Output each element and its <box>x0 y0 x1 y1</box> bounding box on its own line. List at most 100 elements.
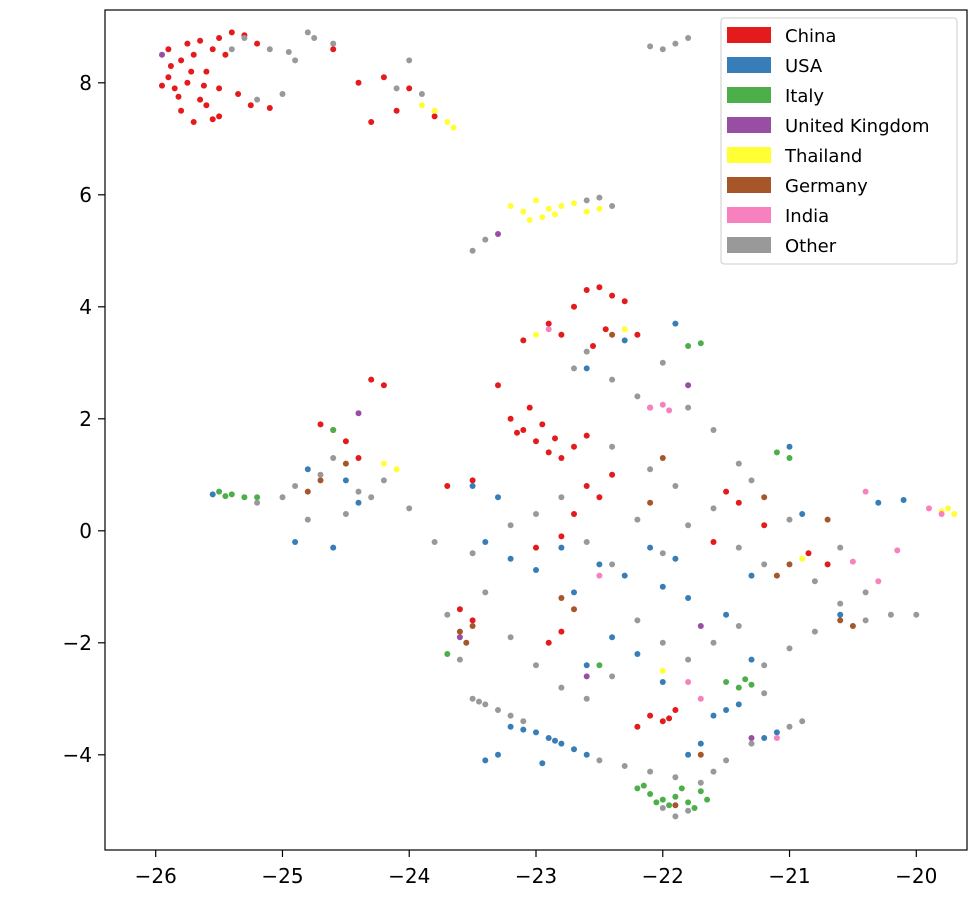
point-thailand-18 <box>393 466 400 473</box>
point-other-38 <box>583 539 590 545</box>
x-tick-label-0: −26 <box>135 864 177 888</box>
point-usa-40 <box>355 499 362 506</box>
point-germany-1 <box>463 639 470 646</box>
point-usa-7 <box>552 737 558 744</box>
legend-swatch-united-kingdom <box>727 117 771 133</box>
point-china-21 <box>197 37 204 44</box>
point-other-94 <box>723 757 730 764</box>
x-tick-label-6: −20 <box>895 864 937 888</box>
point-other-56 <box>710 427 717 433</box>
point-usa-13 <box>710 712 717 719</box>
series-thailand <box>380 102 958 674</box>
point-china-49 <box>520 427 527 433</box>
point-india-13 <box>545 326 552 333</box>
point-italy-8 <box>678 785 685 792</box>
point-china-20 <box>184 40 191 47</box>
point-india-1 <box>659 401 666 408</box>
point-italy-20 <box>222 493 229 500</box>
point-china-78 <box>469 617 476 624</box>
x-tick-label-1: −25 <box>261 864 303 888</box>
point-usa-22 <box>685 595 692 601</box>
point-china-31 <box>380 74 387 81</box>
x-tick-label-5: −21 <box>768 864 810 888</box>
point-other-42 <box>685 522 692 529</box>
point-other-60 <box>647 466 654 473</box>
point-other-58 <box>748 477 755 484</box>
point-other-45 <box>761 561 768 568</box>
point-other-19 <box>583 197 590 204</box>
point-other-35 <box>507 522 514 529</box>
point-china-35 <box>431 113 438 120</box>
point-china-39 <box>609 292 616 299</box>
point-other-96 <box>672 813 679 820</box>
point-china-14 <box>228 29 235 36</box>
point-italy-14 <box>748 681 755 688</box>
point-other-2 <box>304 29 311 36</box>
series-india <box>545 326 945 741</box>
legend-swatch-other <box>727 237 771 253</box>
point-thailand-12 <box>431 107 438 114</box>
point-other-68 <box>583 695 590 702</box>
point-china-43 <box>520 337 527 344</box>
point-usa-42 <box>342 477 349 484</box>
point-other-30 <box>304 516 311 523</box>
point-other-1 <box>266 46 273 53</box>
point-other-47 <box>811 578 818 585</box>
point-other-17 <box>469 247 476 254</box>
point-usa-17 <box>697 740 704 747</box>
point-thailand-9 <box>583 208 590 215</box>
point-china-85 <box>355 455 362 461</box>
legend-swatch-india <box>727 207 771 223</box>
point-usa-14 <box>748 656 755 663</box>
point-china-41 <box>558 331 565 338</box>
point-germany-7 <box>773 572 780 579</box>
point-other-37 <box>558 494 565 501</box>
point-other-20 <box>596 194 603 201</box>
point-china-19 <box>266 105 273 111</box>
point-china-52 <box>571 443 577 450</box>
point-other-49 <box>862 589 869 596</box>
point-usa-18 <box>685 751 692 758</box>
point-usa-5 <box>583 751 590 758</box>
legend-swatch-italy <box>727 87 771 103</box>
point-other-12 <box>393 85 400 92</box>
point-china-44 <box>634 331 641 338</box>
point-other-6 <box>254 96 261 103</box>
point-germany-18 <box>647 499 654 506</box>
point-other-34 <box>469 550 476 557</box>
point-other-29 <box>254 499 261 506</box>
point-usa-16 <box>773 729 780 736</box>
point-other-7 <box>279 91 286 97</box>
point-other-61 <box>672 483 679 489</box>
point-usa-6 <box>520 726 527 733</box>
point-usa-20 <box>621 572 628 579</box>
point-other-46 <box>786 516 793 523</box>
point-china-32 <box>393 107 400 114</box>
point-other-41 <box>659 550 666 557</box>
point-united-kingdom-4 <box>697 623 704 629</box>
point-usa-26 <box>609 634 616 641</box>
point-china-34 <box>330 46 337 53</box>
point-thailand-16 <box>951 511 958 517</box>
point-germany-14 <box>697 751 704 758</box>
point-other-99 <box>799 718 806 725</box>
point-china-63 <box>571 511 577 517</box>
point-united-kingdom-1 <box>495 231 501 237</box>
point-china-10 <box>178 107 185 114</box>
point-other-43 <box>710 505 717 512</box>
point-other-75 <box>761 662 768 669</box>
point-usa-9 <box>482 757 489 764</box>
point-usa-45 <box>583 365 590 372</box>
point-india-4 <box>875 578 882 585</box>
point-germany-4 <box>571 606 577 613</box>
point-china-74 <box>672 707 679 713</box>
point-china-30 <box>355 79 362 86</box>
point-china-18 <box>247 102 254 109</box>
point-italy-23 <box>773 449 780 456</box>
point-usa-21 <box>659 583 666 590</box>
y-tick-label-2: 0 <box>79 519 92 543</box>
point-other-18 <box>482 236 489 243</box>
point-other-3 <box>330 40 337 47</box>
point-other-40 <box>634 516 641 523</box>
point-thailand-21 <box>621 326 628 333</box>
